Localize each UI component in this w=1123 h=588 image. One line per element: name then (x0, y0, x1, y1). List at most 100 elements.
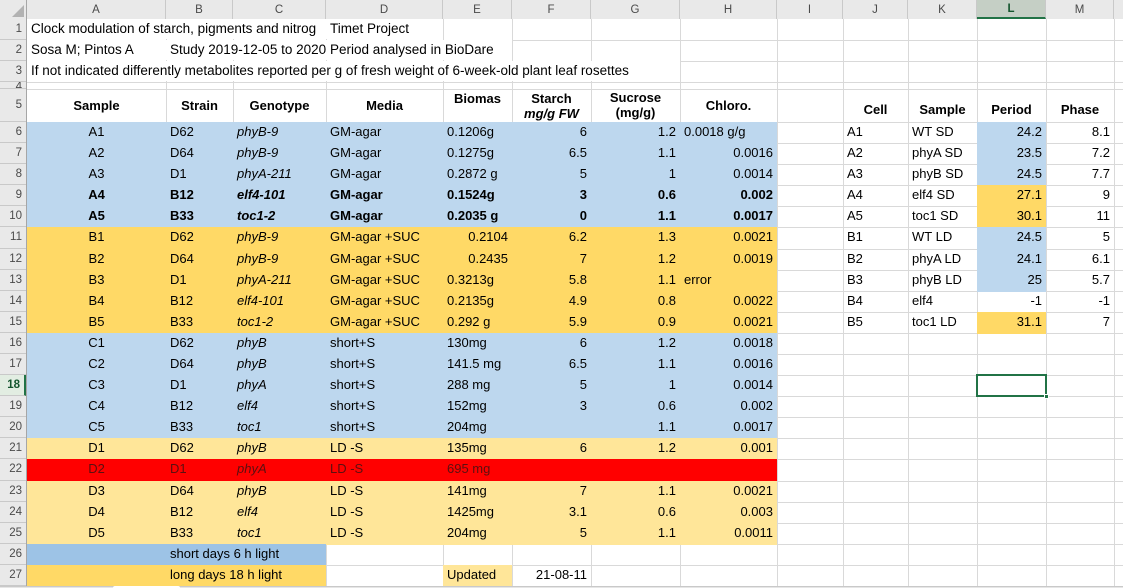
cell-G17[interactable]: 1.1 (657, 355, 676, 371)
cell-F25[interactable]: 5 (579, 524, 587, 540)
cell-G8[interactable]: 1 (668, 166, 676, 182)
cell-E11[interactable]: 0.2104 (468, 229, 508, 245)
cell-E13[interactable]: 0.3213g (447, 271, 494, 287)
cell-B11[interactable]: D62 (170, 229, 194, 245)
cell-E10[interactable]: 0.2035 g (447, 208, 499, 224)
cell-B26[interactable]: short days 6 h light (170, 545, 280, 561)
row-header-20[interactable]: 20 (0, 417, 26, 439)
cell-J6[interactable]: A1 (847, 124, 863, 139)
cell-A2[interactable]: Sosa M; Pintos A (27, 40, 166, 60)
cell-F19[interactable]: 3 (579, 398, 587, 414)
row-header-16[interactable]: 16 (0, 332, 26, 354)
cell-F11[interactable]: 6.2 (568, 229, 587, 245)
cell-A19[interactable]: C4 (88, 398, 105, 414)
cell-F9[interactable]: 3 (579, 187, 587, 203)
cell-C10[interactable]: toc1-2 (237, 208, 276, 224)
cell-C18[interactable]: phyA (237, 377, 267, 393)
cell-L6[interactable]: 24.2 (1016, 124, 1042, 139)
cell-C15[interactable]: toc1-2 (237, 313, 274, 329)
cell-G11[interactable]: 1.3 (657, 229, 676, 245)
cell-F22[interactable] (512, 459, 591, 479)
cell-B13[interactable]: D1 (170, 271, 187, 287)
cell-E8[interactable]: 0.2872 g (447, 166, 498, 182)
cell-A22[interactable]: D2 (88, 461, 105, 477)
cell-B27[interactable]: long days 18 h light (170, 566, 283, 582)
cell-B20[interactable]: B33 (170, 419, 194, 435)
cell-E6[interactable]: 0.1206g (447, 124, 494, 139)
cell-F23[interactable]: 7 (579, 482, 587, 498)
cell-E21[interactable]: 135mg (447, 440, 487, 456)
cell-H7[interactable]: 0.0016 (733, 145, 773, 161)
cell-D2[interactable]: Period analysed in BioDare (326, 40, 512, 60)
cell-A3[interactable]: If not indicated differently metabolites… (27, 61, 680, 81)
cell-C9[interactable]: elf4-101 (237, 187, 286, 203)
row-header-11[interactable]: 11 (0, 227, 26, 249)
cell-E20[interactable]: 204mg (447, 419, 487, 435)
cell-G23[interactable]: 1.1 (657, 482, 676, 498)
cell-A14[interactable]: B4 (88, 292, 105, 308)
cell-D10[interactable]: GM-agar (330, 208, 383, 224)
cell-D17[interactable]: short+S (330, 355, 376, 371)
cell-D9[interactable]: GM-agar (330, 187, 383, 203)
cell-K14[interactable]: elf4 (912, 292, 933, 308)
cell-F7[interactable]: 6.5 (568, 145, 587, 161)
cell-G13[interactable]: 1.1 (657, 271, 676, 287)
cell-G10[interactable]: 1.1 (657, 208, 676, 224)
cell-A24[interactable]: D4 (88, 503, 105, 519)
row-header-18[interactable]: 18 (0, 375, 26, 397)
cell-H19[interactable]: 0.002 (740, 398, 773, 414)
cell-D1[interactable]: Timet Project (326, 19, 443, 39)
cell-C23[interactable]: phyB (237, 482, 267, 498)
cell-M11[interactable]: 5 (1102, 229, 1110, 245)
cell-J15[interactable]: B5 (847, 313, 863, 329)
cell-C16[interactable]: phyB (237, 334, 267, 350)
row-header-3[interactable]: 3 (0, 61, 26, 82)
cell-E17[interactable]: 141.5 mg (447, 355, 502, 371)
row-header-8[interactable]: 8 (0, 164, 26, 186)
column-header-G[interactable]: G (591, 0, 680, 19)
cell-B7[interactable]: D64 (170, 145, 194, 161)
cell-B9[interactable]: B12 (170, 187, 194, 203)
cell-K13[interactable]: phyB LD (912, 271, 962, 287)
column-header-B[interactable]: B (166, 0, 233, 19)
cell-F6[interactable]: 6 (579, 124, 587, 139)
cell-B6[interactable]: D62 (170, 124, 194, 139)
row-header-26[interactable]: 26 (0, 543, 26, 565)
cell-A20[interactable]: C5 (88, 419, 105, 435)
cell-A7[interactable]: A2 (88, 145, 105, 161)
cell-D12[interactable]: GM-agar +SUC (330, 250, 420, 266)
row-header-9[interactable]: 9 (0, 185, 26, 207)
cell-C6[interactable]: phyB-9 (237, 124, 279, 139)
cell-A25[interactable]: D5 (88, 524, 105, 540)
cell-C25[interactable]: toc1 (237, 524, 262, 540)
column-header-I[interactable]: I (777, 0, 843, 19)
cell-K15[interactable]: toc1 LD (912, 313, 957, 329)
cell-C17[interactable]: phyB (237, 355, 267, 371)
cell-L12[interactable]: 24.1 (1016, 250, 1042, 266)
cell-D11[interactable]: GM-agar +SUC (330, 229, 420, 245)
cell-E18[interactable]: 288 mg (447, 377, 491, 393)
cell-E16[interactable]: 130mg (447, 334, 487, 350)
cell-A11[interactable]: B1 (88, 229, 105, 245)
cell-H12[interactable]: 0.0019 (733, 250, 773, 266)
cell-F15[interactable]: 5.9 (568, 313, 587, 329)
row-header-5[interactable]: 5 (0, 89, 26, 122)
cell-D15[interactable]: GM-agar +SUC (330, 313, 420, 329)
cell-G25[interactable]: 1.1 (657, 524, 676, 540)
cell-F27[interactable]: 21-08-11 (535, 566, 587, 582)
cell-B18[interactable]: D1 (170, 377, 187, 393)
cell-J10[interactable]: A5 (847, 208, 863, 224)
cell-B19[interactable]: B12 (170, 398, 194, 414)
select-all-corner[interactable] (0, 0, 27, 19)
cell-B10[interactable]: B33 (170, 208, 194, 224)
cell-L7[interactable]: 23.5 (1016, 145, 1042, 161)
column-header-E[interactable]: E (443, 0, 512, 19)
cell-B14[interactable]: B12 (170, 292, 194, 308)
column-header-H[interactable]: H (680, 0, 777, 19)
cell-H22[interactable] (680, 459, 777, 479)
cell-B23[interactable]: D64 (170, 482, 194, 498)
cell-F20[interactable] (512, 417, 591, 437)
cell-C14[interactable]: elf4-101 (237, 292, 284, 308)
cell-B25[interactable]: B33 (170, 524, 194, 540)
cell-M10[interactable]: 11 (1096, 208, 1111, 224)
